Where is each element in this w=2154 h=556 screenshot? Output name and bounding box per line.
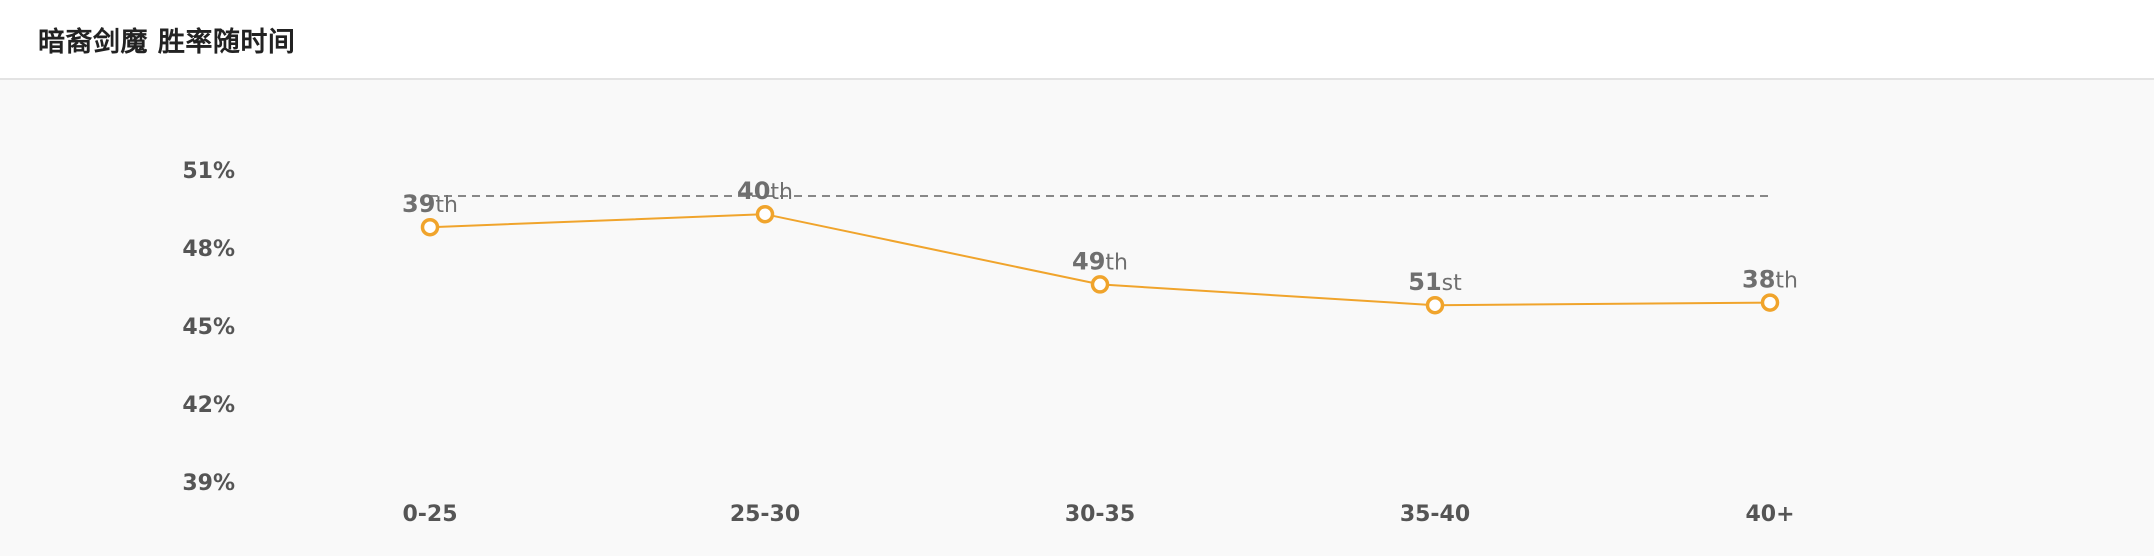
data-point[interactable]: [1425, 295, 1445, 315]
chart-area: 39% 42% 45% 48% 51% 0-25 25-30 30-35 35-40 40+ 3…: [0, 80, 2154, 556]
data-point[interactable]: [755, 204, 775, 224]
x-tick-label: 0-25: [402, 502, 457, 527]
data-label-rank: 51: [1408, 268, 1441, 296]
page-title: 暗裔剑魔 胜率随时间: [38, 27, 296, 58]
y-axis: 39% 42% 45% 48% 51%: [182, 159, 235, 496]
y-tick-label: 45%: [182, 315, 235, 340]
data-label-rank: 38: [1742, 266, 1775, 294]
y-tick-label: 48%: [182, 237, 235, 262]
data-label-suffix: th: [1775, 269, 1798, 294]
win-rate-line-chart: 39% 42% 45% 48% 51% 0-25 25-30 30-35 35-40 40+ 3…: [182, 159, 1798, 527]
data-point[interactable]: [1760, 293, 1780, 312]
x-tick-label: 30-35: [1065, 502, 1135, 527]
x-axis: 0-25 25-30 30-35 35-40 40+: [402, 502, 1794, 527]
data-label-rank: 40: [737, 177, 770, 205]
data-label-suffix: st: [1442, 271, 1462, 296]
data-label-rank: 39: [402, 190, 435, 218]
y-tick-label: 51%: [182, 159, 235, 184]
data-point[interactable]: [1090, 275, 1110, 294]
series-group: [420, 204, 1780, 315]
x-tick-label: 40+: [1745, 502, 1794, 527]
data-label-rank: 49: [1072, 247, 1105, 275]
data-label: 38th: [1742, 266, 1798, 294]
data-label: 49th: [1072, 247, 1128, 275]
data-label: 51st: [1408, 268, 1462, 296]
x-tick-label: 35-40: [1400, 502, 1470, 527]
data-label-suffix: th: [1105, 250, 1128, 275]
x-tick-label: 25-30: [730, 502, 800, 527]
data-label-suffix: th: [435, 193, 458, 218]
data-label: 40th: [737, 177, 793, 205]
y-tick-label: 39%: [182, 471, 235, 496]
data-label: 39th: [402, 190, 458, 218]
panel-header: 暗裔剑魔 胜率随时间: [0, 0, 2154, 80]
data-label-suffix: th: [770, 180, 793, 205]
data-point[interactable]: [420, 217, 440, 237]
y-tick-label: 42%: [182, 393, 235, 418]
